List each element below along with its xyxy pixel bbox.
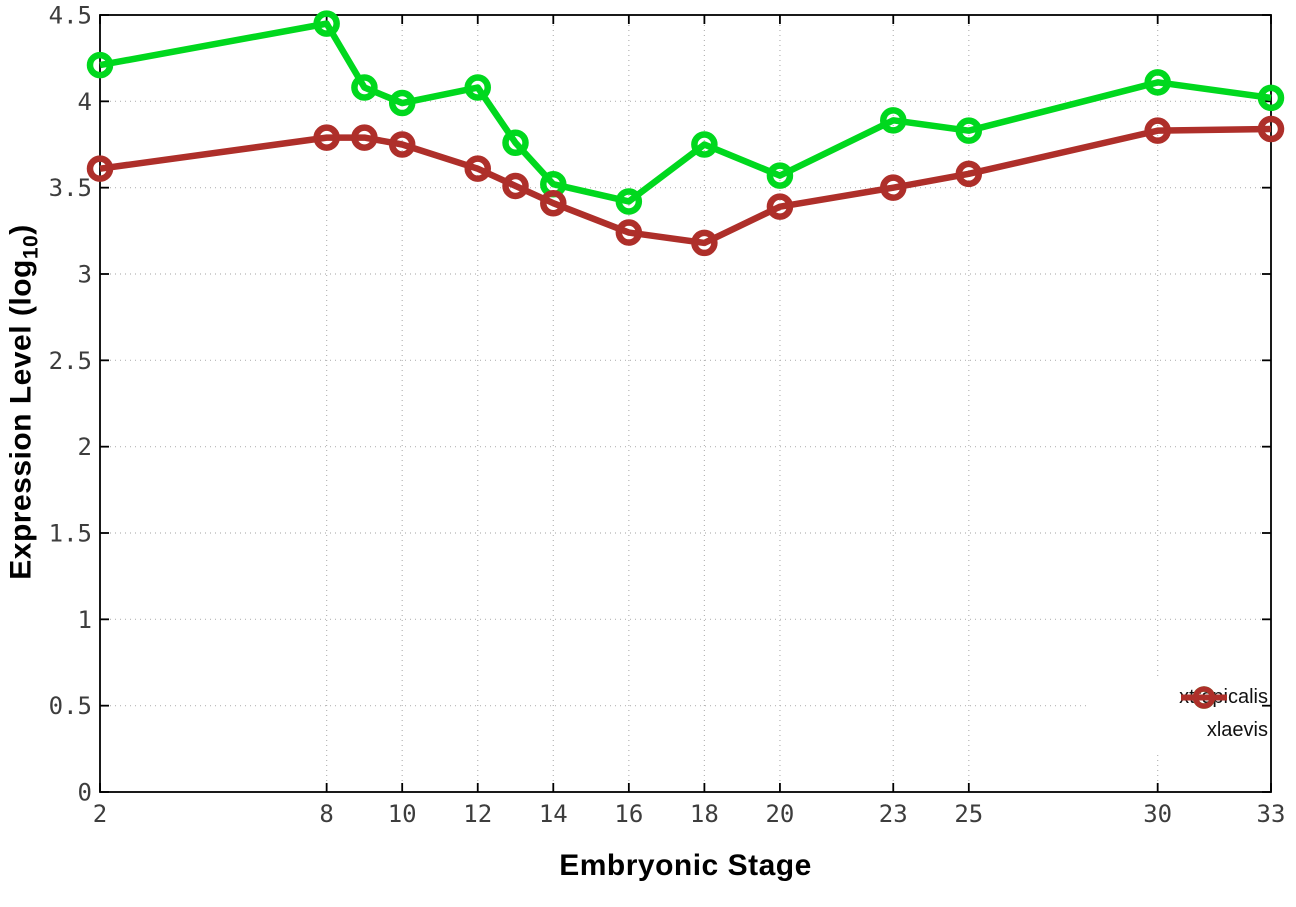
y-tick-label: 4 [78, 88, 92, 116]
y-tick-label: 1 [78, 606, 92, 634]
y-tick-label: 3 [78, 261, 92, 289]
x-tick-label: 16 [614, 800, 643, 828]
legend-row-xlaevis: xlaevis [1181, 686, 1268, 744]
data-point-xtropicalis-stage-18 [691, 131, 718, 158]
x-tick-label: 2 [93, 800, 107, 828]
x-tick-label: 33 [1257, 800, 1286, 828]
data-point-xtropicalis-stage-10 [388, 89, 416, 117]
data-point-xlaevis-stage-20 [766, 193, 794, 220]
data-point-xlaevis-stage-13 [502, 172, 529, 200]
data-point-xtropicalis-stage-8 [313, 10, 340, 37]
data-point-xtropicalis-stage-2 [86, 51, 114, 79]
plot-border [99, 14, 1272, 793]
data-point-xlaevis-stage-25 [955, 160, 983, 188]
data-point-xtropicalis-stage-9 [351, 74, 378, 101]
data-point-xlaevis-stage-2 [86, 155, 114, 182]
x-tick-label: 8 [319, 800, 333, 828]
data-point-xlaevis-stage-9 [351, 124, 378, 151]
data-point-xtropicalis-stage-23 [880, 107, 907, 134]
series-line-xtropicalis [99, 20, 1272, 205]
data-point-xtropicalis-stage-33 [1257, 84, 1285, 112]
legend-backdrop [1086, 680, 1269, 752]
legend-label-xlaevis: xlaevis [1206, 719, 1268, 741]
y-axis-title-text: Expression Level (log [4, 259, 38, 580]
x-tick-label: 25 [954, 800, 983, 828]
y-tick-label: 1.5 [49, 520, 92, 548]
y-tick-label: 0 [78, 779, 92, 807]
data-point-xlaevis-stage-33 [1257, 115, 1285, 143]
x-tick-label: 10 [388, 800, 417, 828]
data-point-xtropicalis-stage-16 [615, 188, 643, 215]
data-point-xtropicalis-stage-13 [502, 129, 529, 157]
y-axis-title-subscript: 10 [19, 234, 43, 260]
legend-marker-xlaevis-icon [1181, 686, 1228, 709]
x-axis-title: Embryonic Stage [559, 849, 812, 882]
y-axis-title: Expression Level (log10) [5, 224, 44, 579]
y-tick-label: 2 [78, 433, 92, 461]
series-line-xlaevis [99, 125, 1272, 247]
y-tick-label: 2.5 [49, 347, 92, 375]
data-point-xlaevis-stage-14 [540, 189, 567, 217]
data-point-xlaevis-stage-16 [615, 219, 643, 246]
data-point-xlaevis-stage-10 [388, 131, 416, 158]
data-point-xlaevis-stage-23 [880, 174, 907, 201]
x-tick-label: 23 [879, 800, 908, 828]
x-tick-label: 30 [1143, 800, 1172, 828]
y-tick-label: 0.5 [49, 692, 92, 720]
x-tick-label: 14 [539, 800, 568, 828]
data-point-xlaevis-stage-18 [691, 229, 718, 257]
legend: xtropicalis xlaevis [1179, 684, 1268, 744]
data-point-xtropicalis-stage-25 [955, 117, 983, 144]
data-point-xlaevis-stage-30 [1144, 117, 1171, 144]
y-tick-label: 3.5 [49, 174, 92, 202]
y-axis-title-close: ) [4, 224, 38, 235]
data-point-xtropicalis-stage-30 [1144, 69, 1171, 96]
data-point-xlaevis-stage-12 [464, 155, 491, 182]
x-tick-label: 18 [690, 800, 719, 828]
data-point-xtropicalis-stage-20 [766, 162, 794, 189]
x-tick-label: 20 [765, 800, 794, 828]
x-tick-label: 12 [463, 800, 492, 828]
data-point-xtropicalis-stage-12 [464, 74, 491, 101]
y-tick-label: 4.5 [49, 2, 92, 30]
data-point-xlaevis-stage-8 [313, 124, 340, 151]
